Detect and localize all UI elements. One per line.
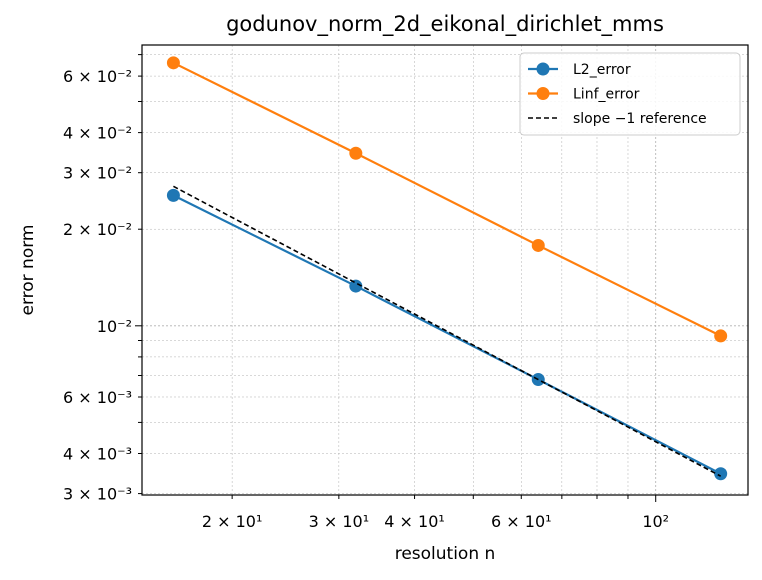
y-tick-label: 2 × 10⁻² — [63, 220, 132, 239]
plot-frame — [141, 44, 749, 496]
series-0-line — [172, 194, 722, 475]
series-1-point — [531, 238, 545, 252]
y-tick-label: 3 × 10⁻³ — [63, 485, 132, 504]
chart-title: godunov_norm_2d_eikonal_dirichlet_mms — [226, 12, 664, 37]
series-1-point — [714, 329, 728, 343]
axis-ticks: 2 × 10¹ 3 × 10¹ 4 × 10¹ 6 × 10¹ 10² 3 × 10⁻³ 4… — [63, 54, 669, 531]
series-0-point — [349, 279, 363, 293]
y-tick-label: 4 × 10⁻² — [63, 124, 132, 143]
series-0-point — [714, 467, 728, 481]
series-1-point — [349, 146, 363, 160]
legend-label: slope −1 reference — [573, 111, 707, 127]
x-axis-label: resolution n — [395, 544, 496, 564]
x-tick-label: 10² — [642, 512, 669, 531]
x-tick-label: 3 × 10¹ — [309, 512, 370, 531]
legend-label: L2_error — [573, 62, 631, 78]
y-tick-label: 3 × 10⁻² — [63, 164, 132, 183]
series-1-point — [166, 56, 180, 70]
x-tick-label: 4 × 10¹ — [384, 512, 445, 531]
y-axis-label: error norm — [18, 225, 38, 316]
legend-swatch-marker — [536, 87, 550, 100]
y-tick-label: 10⁻² — [97, 317, 132, 336]
series-layer — [166, 56, 728, 481]
x-tick-label: 6 × 10¹ — [491, 512, 552, 531]
legend-label: Linf_error — [573, 87, 640, 103]
series-1-line — [172, 61, 722, 337]
series-0-point — [166, 188, 180, 202]
y-tick-label: 4 × 10⁻³ — [63, 445, 132, 464]
x-tick-label: 2 × 10¹ — [202, 512, 263, 531]
series-2-line — [173, 185, 722, 477]
y-tick-label: 6 × 10⁻² — [63, 67, 132, 86]
legend-box — [519, 52, 741, 136]
y-tick-label: 6 × 10⁻³ — [63, 388, 132, 407]
legend-swatch-marker — [536, 62, 550, 76]
